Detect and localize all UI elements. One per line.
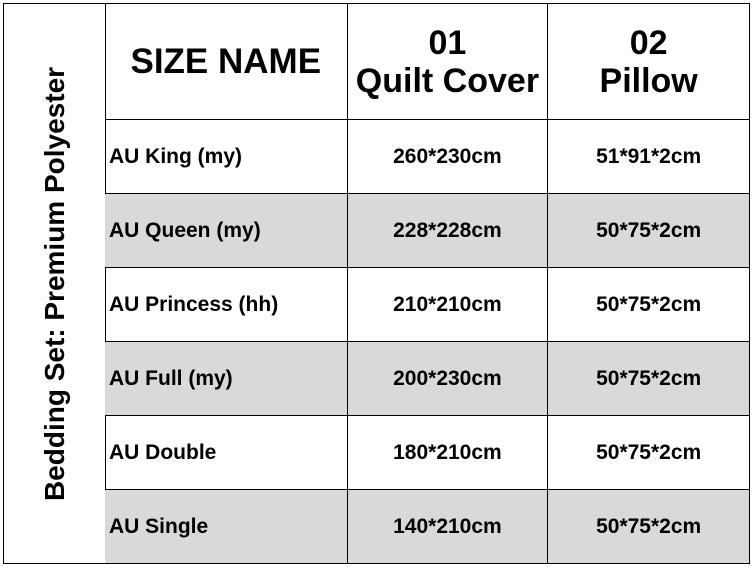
table-row: AU King (my) 260*230cm 51*91*2cm: [105, 119, 749, 194]
pillow-size: 50*75*2cm: [547, 267, 749, 342]
header-row: SIZE NAME 01 Quilt Cover 02 Pillow: [105, 4, 749, 120]
pillow-size: 50*75*2cm: [547, 341, 749, 416]
side-label: Bedding Set: Premium Polyester: [38, 66, 70, 501]
size-chart: Bedding Set: Premium Polyester SIZE NAME…: [3, 3, 750, 564]
header-size-name: SIZE NAME: [105, 4, 348, 120]
quilt-size: 200*230cm: [346, 341, 549, 416]
pillow-size: 50*75*2cm: [547, 193, 749, 268]
table-row: AU Double 180*210cm 50*75*2cm: [105, 415, 749, 490]
pillow-size: 50*75*2cm: [547, 489, 749, 563]
size-name: AU Double: [105, 415, 348, 490]
table-row: AU Queen (my) 228*228cm 50*75*2cm: [105, 193, 749, 268]
table-row: AU Princess (hh) 210*210cm 50*75*2cm: [105, 267, 749, 342]
quilt-size: 210*210cm: [346, 267, 549, 342]
size-name: AU Queen (my): [105, 193, 348, 268]
size-name: AU Princess (hh): [105, 267, 348, 342]
size-name: AU Single: [105, 489, 348, 563]
quilt-size: 260*230cm: [346, 119, 549, 194]
size-name: AU Full (my): [105, 341, 348, 416]
header-quilt-cover: 01 Quilt Cover: [346, 4, 549, 120]
pillow-size: 50*75*2cm: [547, 415, 749, 490]
header-number: 01: [428, 23, 467, 62]
pillow-size: 51*91*2cm: [547, 119, 749, 194]
header-label: Pillow: [599, 61, 698, 100]
header-label: Quilt Cover: [355, 61, 540, 100]
side-label-cell: Bedding Set: Premium Polyester: [4, 4, 106, 563]
quilt-size: 228*228cm: [346, 193, 549, 268]
quilt-size: 180*210cm: [346, 415, 549, 490]
size-name: AU King (my): [105, 119, 348, 194]
header-number: 02: [629, 23, 668, 62]
table-row: AU Single 140*210cm 50*75*2cm: [105, 489, 749, 563]
table-row: AU Full (my) 200*230cm 50*75*2cm: [105, 341, 749, 416]
size-table: SIZE NAME 01 Quilt Cover 02 Pillow AU Ki…: [105, 4, 749, 563]
quilt-size: 140*210cm: [346, 489, 549, 563]
header-pillow: 02 Pillow: [547, 4, 749, 120]
